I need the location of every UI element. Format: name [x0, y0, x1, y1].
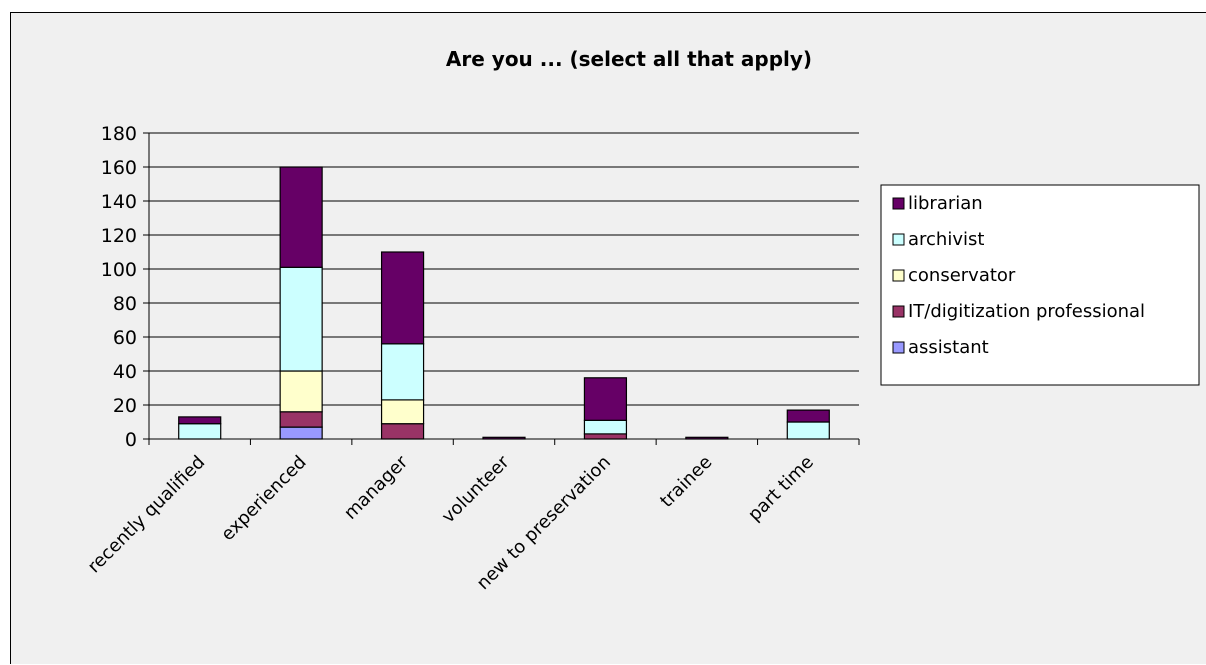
bar-segment-it-digitization-professional	[380, 423, 425, 440]
legend-swatch	[892, 233, 905, 246]
y-tick-label: 160	[101, 157, 137, 179]
legend-swatch	[892, 269, 905, 282]
y-tick-label: 180	[101, 123, 137, 145]
x-category-label: recently qualified	[84, 452, 210, 578]
bar-segment-archivist	[583, 419, 628, 435]
y-tick-label: 60	[113, 327, 137, 349]
bar-segment-librarian	[279, 166, 323, 268]
x-category-label: experienced	[217, 452, 310, 545]
bar-segment-librarian	[380, 251, 425, 345]
legend-label: IT/digitization professional	[908, 301, 1145, 322]
x-category-label: volunteer	[438, 451, 514, 527]
legend-label: conservator	[908, 265, 1016, 286]
y-tick-label: 140	[101, 191, 137, 213]
bar-segment-archivist	[178, 423, 222, 440]
legend-swatch	[892, 341, 905, 354]
legend-label: librarian	[908, 193, 983, 214]
bar-segment-conservator	[279, 370, 323, 413]
legend: librarian archivist conservator IT/digitiza…	[880, 184, 1200, 386]
bar-segment-conservator	[380, 399, 425, 425]
legend-box	[880, 184, 1200, 386]
y-tick-label: 100	[101, 259, 137, 281]
bar-segment-librarian	[583, 377, 628, 421]
legend-label: assistant	[908, 337, 989, 358]
chart-area: Are you ... (select all that apply) 0 20 4…	[10, 12, 1206, 664]
stacked-bar-chart: Are you ... (select all that apply) 0 20 4…	[84, 47, 1200, 594]
y-tick-label: 20	[113, 395, 137, 417]
legend-label: archivist	[908, 229, 984, 250]
bar-segment-librarian	[178, 416, 222, 425]
y-tick-label: 80	[113, 293, 137, 315]
chart-title: Are you ... (select all that apply)	[446, 47, 812, 71]
x-category-label: trainee	[656, 452, 716, 512]
legend-swatch	[892, 197, 905, 210]
bar-segment-archivist	[380, 343, 425, 401]
bar-segment-it-digitization-professional	[583, 433, 628, 440]
y-tick-label: 0	[125, 429, 137, 451]
x-category-label: part time	[744, 452, 818, 526]
bar-segment-assistant	[279, 426, 323, 440]
legend-swatch	[892, 305, 905, 318]
y-tick-label: 120	[101, 225, 137, 247]
bar-segment-archivist	[279, 266, 323, 372]
bar-segment-archivist	[786, 421, 830, 440]
bar-segment-librarian	[786, 409, 830, 423]
bar-segment-it-digitization-professional	[279, 411, 323, 428]
y-tick-label: 40	[113, 361, 137, 383]
x-category-label: manager	[340, 451, 412, 523]
